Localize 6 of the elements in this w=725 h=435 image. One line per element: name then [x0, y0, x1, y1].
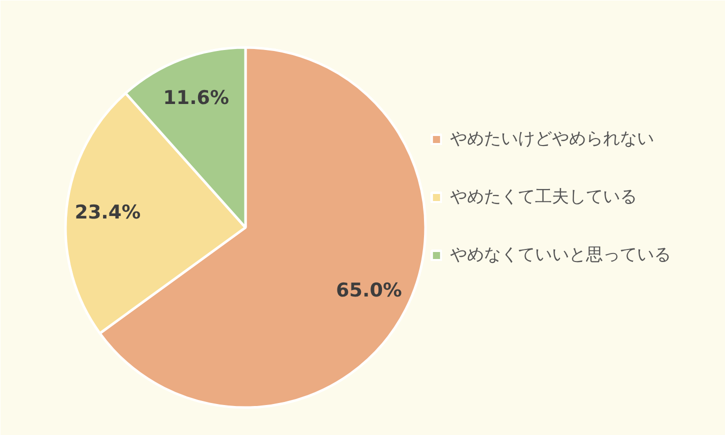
- legend-label: やめなくていいと思っている: [450, 244, 671, 266]
- data-label: 23.4%: [74, 202, 141, 224]
- legend-label: やめたくて工夫している: [450, 186, 637, 208]
- legend-label: やめたいけどやめられない: [450, 128, 654, 150]
- data-label: 65.0%: [336, 279, 402, 302]
- data-label: 11.6%: [163, 87, 230, 109]
